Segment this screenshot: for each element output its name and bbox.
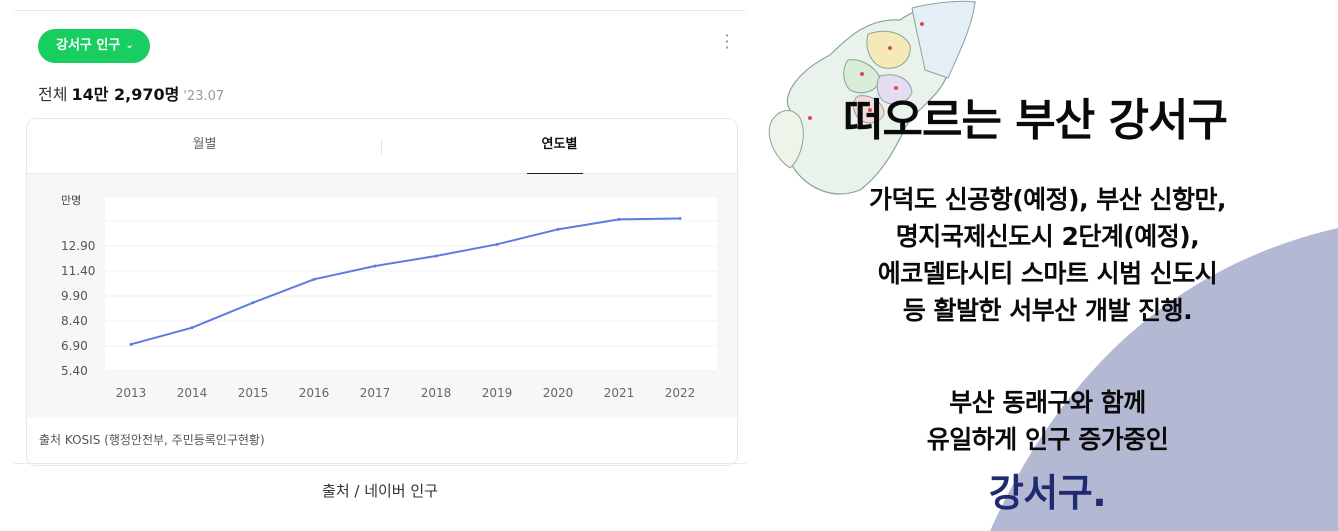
growth-line: 유일하게 인구 증가중인: [926, 425, 1169, 454]
tab-divider: [381, 140, 382, 154]
total-label: 전체: [38, 85, 68, 104]
decorative-blue-shape: [990, 228, 1338, 531]
tab-yearly[interactable]: 연도별: [382, 119, 737, 175]
period-tabs: 월별 연도별: [27, 119, 737, 175]
widget-bottom-divider: [14, 463, 746, 464]
x-tick-label: 2013: [116, 386, 147, 400]
description-line: 가덕도 신공항(예정), 부산 신항만,: [869, 185, 1226, 214]
total-date: '23.07: [183, 89, 225, 104]
busan-map-icon: [768, 0, 976, 195]
highlight-district: 강서구.: [988, 471, 1107, 515]
data-point: [556, 227, 560, 231]
tab-monthly[interactable]: 월별: [27, 119, 382, 174]
x-tick-label: 2017: [360, 386, 391, 400]
y-axis-ticks: 12.90 11.40 9.90 8.40 6.90 5.40: [61, 239, 95, 378]
growth-description: 부산 동래구와 함께 유일하게 인구 증가중인: [770, 384, 1325, 458]
population-series-line: [130, 217, 681, 346]
population-widget: 강서구 인구 ⌄ · · · 전체 14만 2,970명 '23.07 월별 연도별 만명…: [14, 10, 746, 466]
y-tick-label: 12.90: [61, 239, 95, 253]
description-line: 명지국제신도시 2단계(예정),: [895, 222, 1200, 251]
headline: 떠오르는 부산 강서구: [843, 95, 1228, 146]
data-point: [617, 217, 621, 221]
data-point: [251, 301, 255, 305]
y-tick-label: 11.40: [61, 264, 95, 278]
chart-card: 월별 연도별 만명 12.90 11.40 9.90 8.40 6.90 5.40 201…: [26, 118, 738, 466]
description-line: 에코델타시티 스마트 시범 신도시: [877, 259, 1218, 288]
data-point: [190, 326, 194, 330]
y-tick-label: 6.90: [61, 339, 88, 353]
total-value: 14만 2,970명: [71, 85, 180, 104]
data-point: [373, 264, 377, 268]
x-tick-label: 2016: [299, 386, 330, 400]
population-series-points: [129, 217, 682, 346]
y-axis-unit-label: 만명: [61, 194, 81, 207]
y-tick-label: 8.40: [61, 314, 88, 328]
chevron-down-icon: ⌄: [125, 40, 134, 51]
x-tick-label: 2019: [482, 386, 513, 400]
x-axis-ticks: 2013 2014 2015 2016 2017 2018 2019 2020 2021 2022: [116, 386, 696, 400]
image-caption: 출처 / 네이버 인구: [322, 482, 438, 500]
y-tick-label: 5.40: [61, 364, 88, 378]
data-point: [434, 254, 438, 258]
chart-area: 만명 12.90 11.40 9.90 8.40 6.90 5.40 2013 2014 20…: [27, 174, 737, 418]
tab-monthly-label: 월별: [192, 137, 217, 152]
region-select-label: 강서구 인구: [56, 38, 121, 53]
region-select-button[interactable]: 강서구 인구 ⌄: [38, 29, 150, 63]
x-tick-label: 2014: [177, 386, 208, 400]
x-tick-label: 2020: [543, 386, 574, 400]
x-tick-label: 2015: [238, 386, 269, 400]
data-point: [129, 342, 133, 346]
x-tick-label: 2018: [421, 386, 452, 400]
tab-yearly-label: 연도별: [541, 137, 578, 152]
plot-background: [105, 196, 717, 371]
data-point: [678, 217, 682, 220]
development-description: 가덕도 신공항(예정), 부산 신항만, 명지국제신도시 2단계(예정), 에코…: [770, 181, 1325, 329]
data-point: [312, 277, 316, 281]
description-line: 등 활발한 서부산 개발 진행.: [902, 296, 1193, 325]
x-tick-label: 2022: [665, 386, 696, 400]
growth-line: 부산 동래구와 함께: [949, 388, 1146, 417]
source-text: 출처 KOSIS (행정안전부, 주민등록인구현황): [39, 433, 265, 447]
more-options-icon[interactable]: · · ·: [724, 26, 730, 57]
data-point: [495, 242, 499, 246]
x-tick-label: 2021: [604, 386, 635, 400]
y-tick-label: 9.90: [61, 289, 88, 303]
total-population: 전체 14만 2,970명 '23.07: [38, 81, 224, 105]
